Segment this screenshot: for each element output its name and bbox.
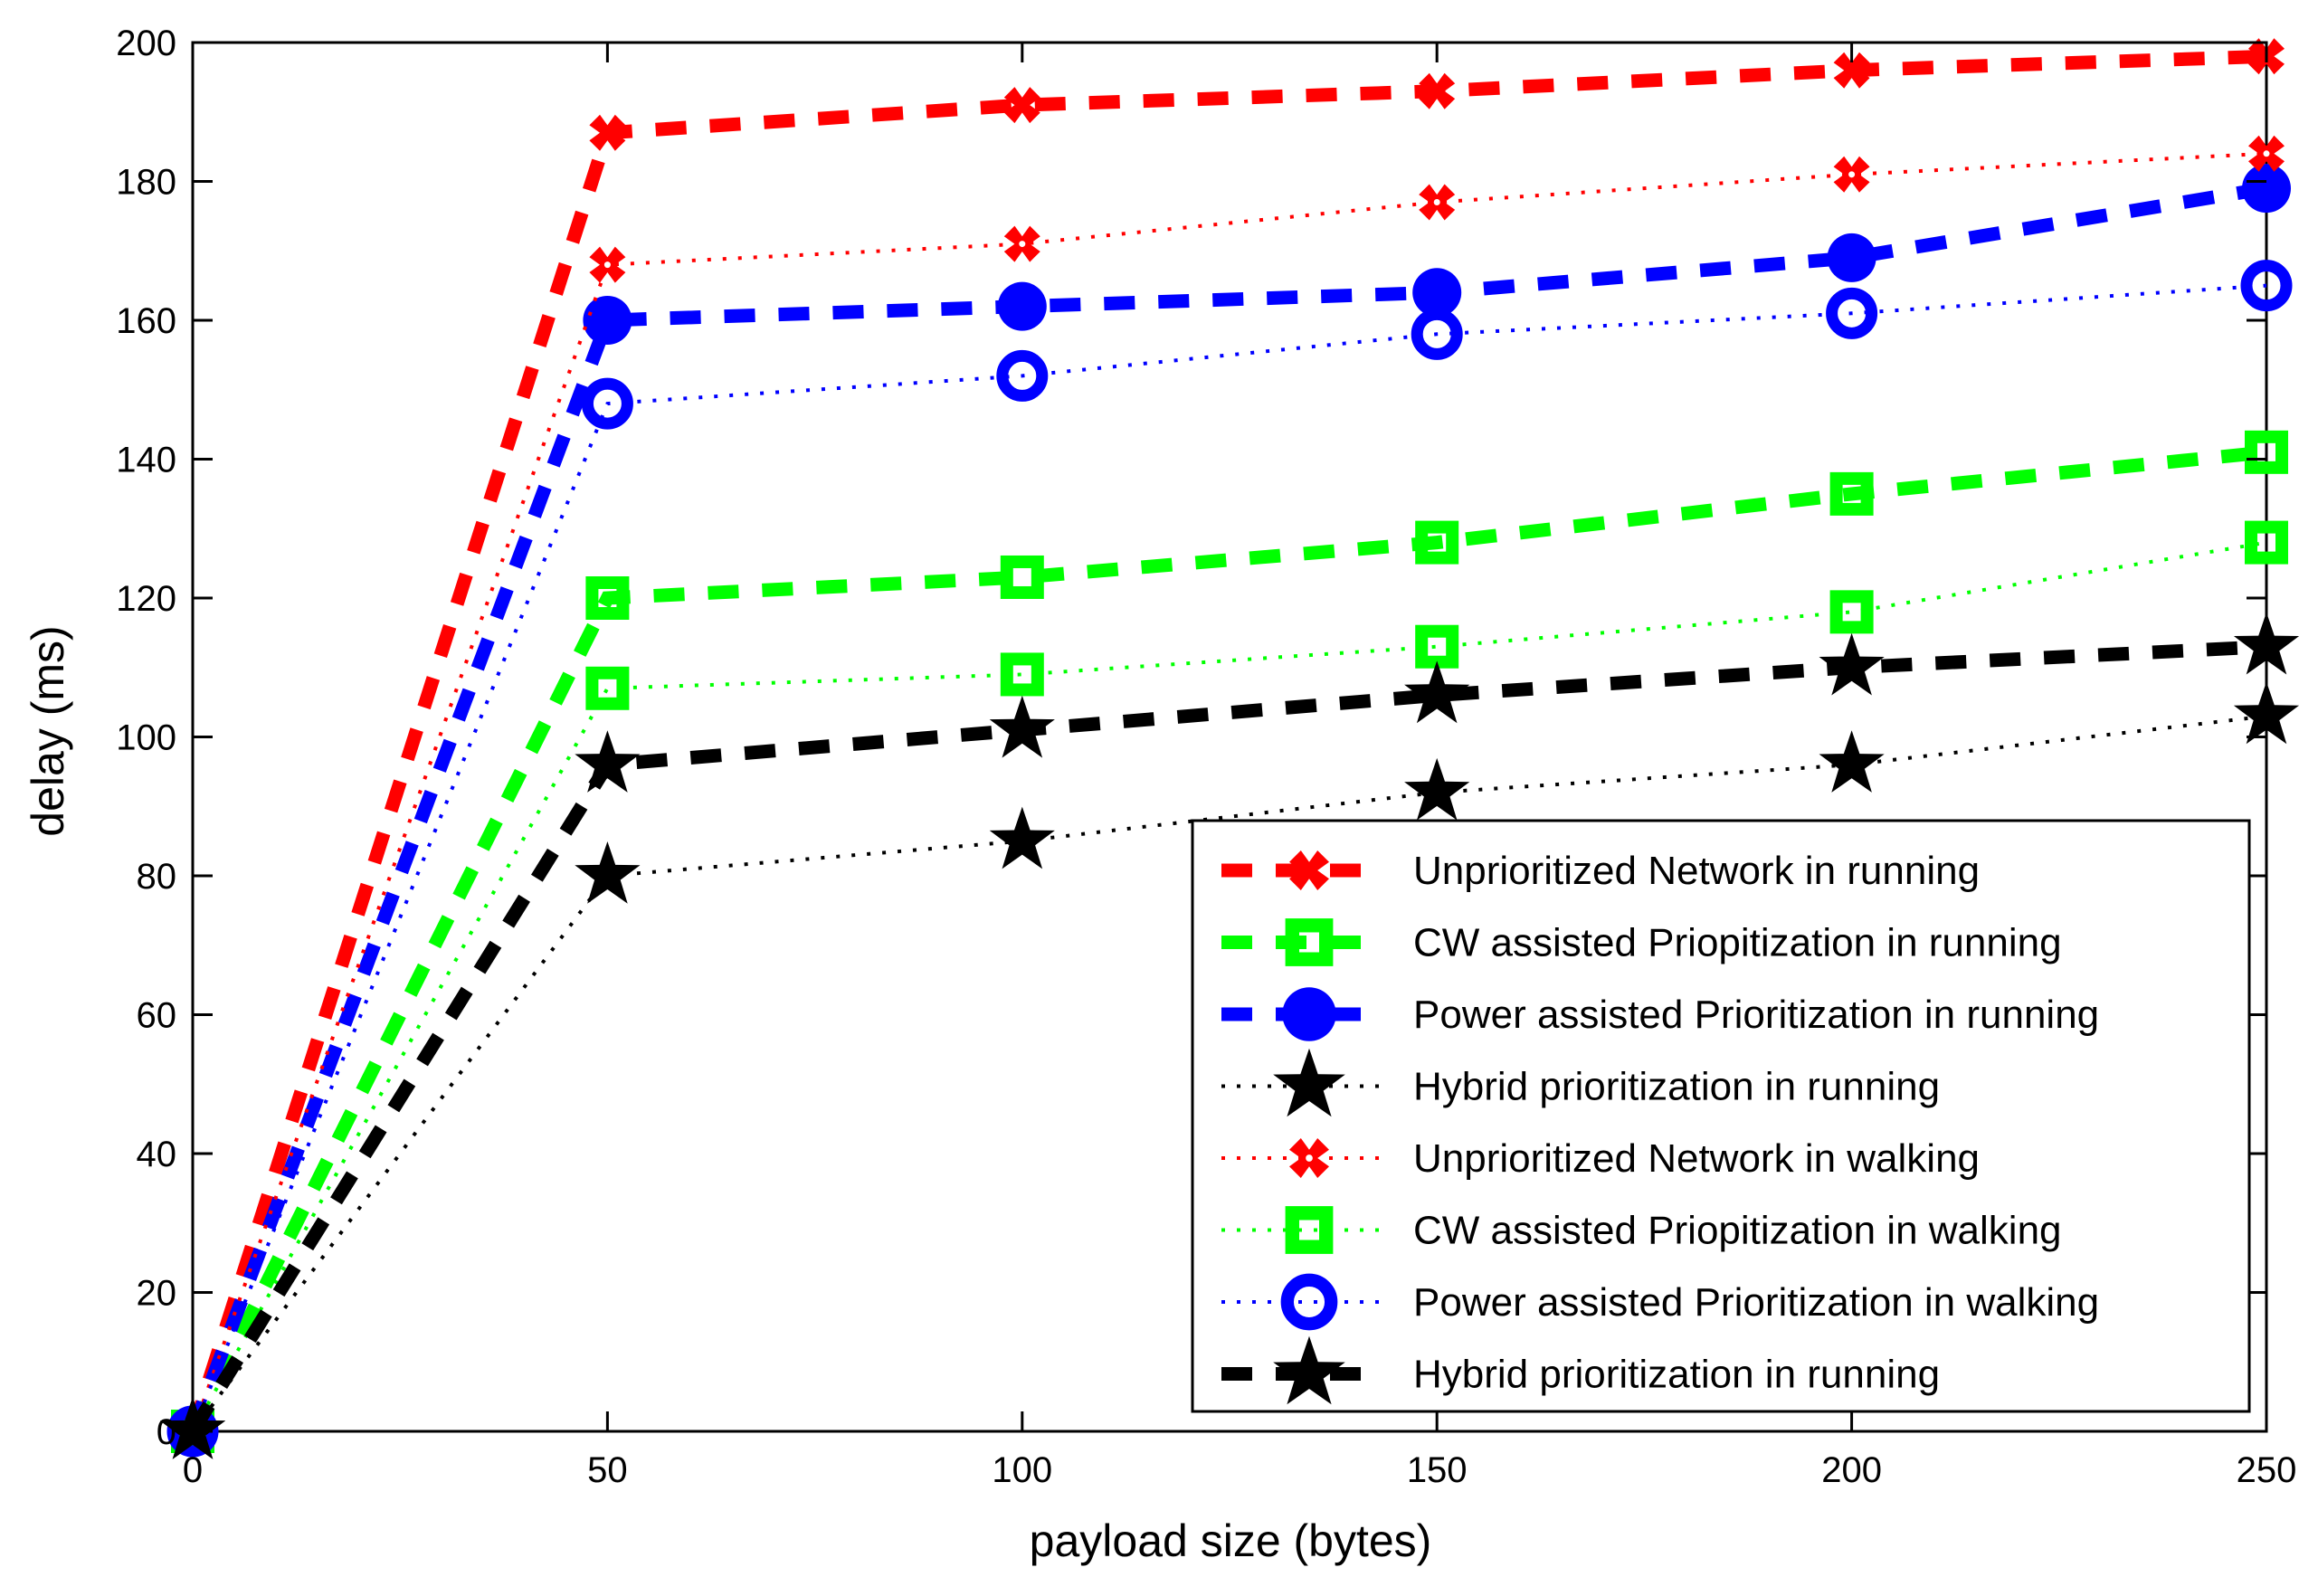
x-tick-label: 100 [992,1450,1052,1490]
y-tick-label: 120 [116,579,176,619]
data-point [2245,520,2288,565]
x-tick-label: 150 [1407,1450,1468,1490]
y-tick-label: 20 [137,1274,177,1314]
y-tick-label: 100 [116,718,176,758]
y-tick-label: 40 [137,1135,177,1174]
y-tick-label: 140 [116,441,176,480]
x-tick-label: 250 [2237,1450,2297,1490]
legend-label: CW assisted Priopitization in walking [1413,1209,2062,1253]
data-point [997,281,1047,331]
data-point-hole [1433,199,1440,206]
data-point [2240,260,2293,312]
data-point [1404,757,1470,821]
data-point [1826,287,1878,339]
data-point [1829,590,1874,634]
data-point [589,114,626,151]
y-axis-label: delay (ms) [23,625,73,836]
data-point [585,576,630,620]
legend-marker [1282,987,1336,1041]
data-point [989,806,1055,869]
legend-item: Hybrid prioritization in running [1221,1048,1940,1117]
data-point [1827,233,1876,282]
legend-label: CW assisted Priopitization in running [1413,921,2062,965]
data-point [1412,268,1462,318]
series-line [185,181,2268,1434]
data-point [1000,555,1044,599]
data-point [2233,681,2300,745]
data-point [1833,52,1870,89]
legend-item: Unprioritized Network in running [1221,849,1980,893]
legend-item: Hybrid prioritization in running [1221,1335,1940,1405]
legend-marker [1285,918,1334,966]
y-tick-label: 80 [137,857,177,897]
data-point [996,349,1049,402]
data-point-hole [2263,150,2270,157]
legend-item: CW assisted Priopitization in running [1221,918,2062,966]
series-line [185,49,2267,1434]
legend-item: CW assisted Priopitization in walking [1221,1206,2062,1254]
y-tick-label: 180 [116,163,176,203]
data-point [1404,660,1470,724]
data-point [1415,520,1459,565]
data-point-hole [603,261,611,269]
y-tick-label: 200 [116,24,176,63]
series-6 [171,520,2288,1453]
legend-marker [1273,1335,1345,1405]
data-point-hole [1848,171,1856,178]
legend-item: Power assisted Prioritization in running [1221,987,2099,1041]
data-point [1419,72,1456,109]
data-point [1003,87,1040,124]
series-line [191,540,2267,1432]
legend-label: Hybrid prioritization in running [1413,1065,1940,1109]
x-tick-label: 0 [183,1450,203,1490]
x-tick-label: 200 [1821,1450,1882,1490]
legend-marker [1289,850,1329,890]
data-point [1411,308,1463,360]
x-tick-label: 50 [587,1450,628,1490]
data-point [2245,430,2288,474]
data-point [989,695,1055,758]
data-point [2242,164,2291,214]
legend-marker-hole [1306,1154,1313,1162]
legend-box [1191,819,2251,1413]
legend-label: Hybrid prioritization in running [1413,1353,1940,1397]
legend-label: Unprioritized Network in running [1413,849,1980,893]
series-7 [166,260,2293,1458]
legend: Unprioritized Network in running CW assis… [1191,819,2251,1413]
series-line [186,640,2267,1435]
series-line [186,445,2267,1435]
x-axis-label: payload size (bytes) [1030,1515,1432,1566]
y-tick-label: 0 [157,1412,176,1452]
y-tick-label: 60 [137,996,177,1036]
legend-label: Unprioritized Network in walking [1413,1136,1980,1181]
data-point [581,377,633,430]
data-point [585,666,630,710]
data-point [1819,632,1885,696]
data-point-hole [1019,241,1026,248]
data-point [583,296,632,345]
series-line [191,151,2267,1432]
data-point [1000,652,1044,697]
legend-item: Power assisted Prioritization in walking [1221,1273,2099,1331]
y-tick-label: 160 [116,301,176,341]
data-point [1819,730,1885,793]
legend-marker [1280,1273,1338,1331]
series-line [191,283,2267,1432]
legend-item: Unprioritized Network in walking [1221,1136,1980,1181]
legend-label: Power assisted Prioritization in running [1413,993,2099,1037]
ticks-group: 0 50 100 150 200 250 0 20 40 60 80 100 120 140 160 180 2… [116,24,2296,1490]
data-point [575,841,641,904]
data-point [575,730,641,793]
legend-label: Power assisted Prioritization in walking [1413,1280,2099,1325]
data-point [1829,471,1874,516]
data-point [2233,612,2300,675]
legend-marker [1273,1048,1345,1117]
legend-marker [1285,1206,1334,1254]
